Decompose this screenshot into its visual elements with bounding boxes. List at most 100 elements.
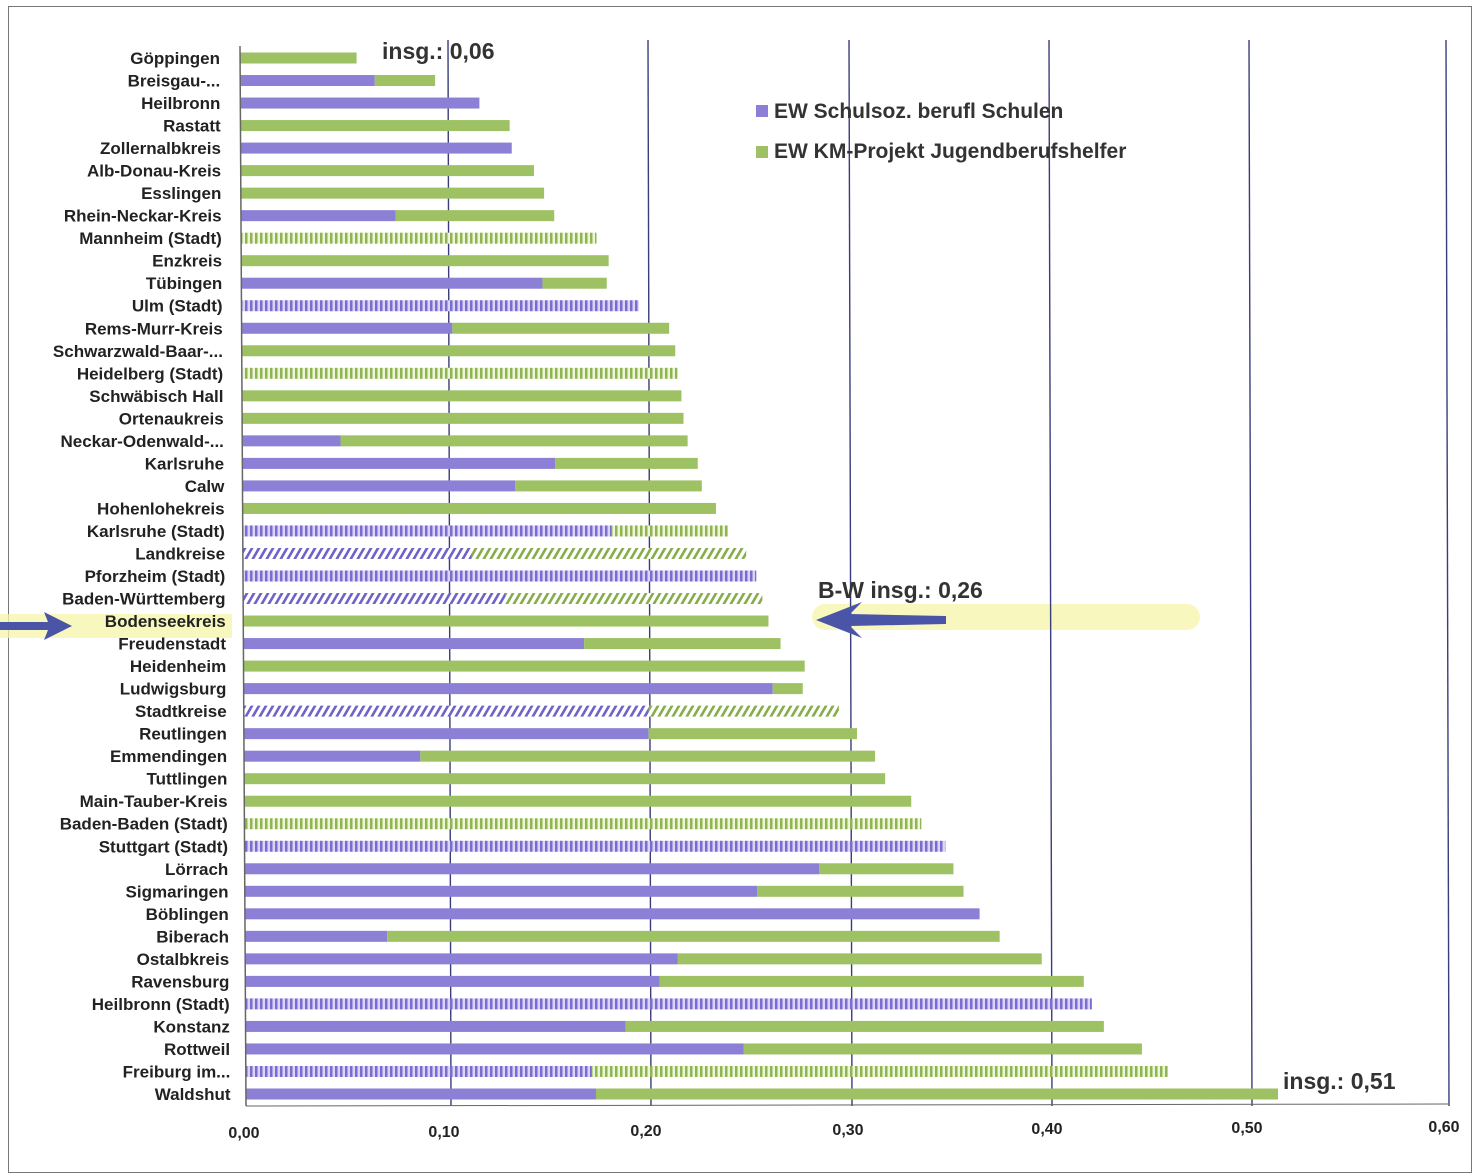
bar-schulsoz	[240, 142, 512, 154]
category-label: Rems-Murr-Kreis	[85, 319, 223, 338]
bar-km-projekt	[420, 750, 876, 762]
category-label: Ortenaukreis	[119, 409, 224, 428]
legend: EW Schulsoz. berufl Schulen EW KM-Projek…	[756, 100, 1126, 163]
bar-schulsoz	[240, 210, 396, 222]
bar-km-projekt	[241, 367, 678, 379]
bar-km-projekt	[471, 547, 747, 559]
bar-km-projekt	[240, 165, 534, 177]
category-label: Baden-Württemberg	[62, 590, 225, 609]
category-label: Baden-Baden (Stadt)	[60, 815, 228, 834]
annotation-top: insg.: 0,06	[382, 38, 494, 64]
category-labels: Göppingen Breisgau-... Heilbronn Rastatt Zol…	[53, 49, 231, 1104]
category-label: Rhein-Neckar-Kreis	[64, 207, 222, 226]
bar-km-projekt	[772, 683, 803, 695]
bar-schulsoz	[242, 435, 341, 447]
category-label: Schwarzwald-Baar-...	[53, 342, 223, 361]
bar-schulsoz	[245, 1065, 592, 1077]
bar-km-projekt	[542, 277, 607, 289]
bar-km-projekt	[505, 593, 763, 605]
category-label: Hohenlohekreis	[97, 499, 225, 518]
bar-schulsoz	[245, 953, 678, 965]
category-label: Heilbronn	[141, 94, 220, 113]
bar-km-projekt	[625, 1020, 1104, 1032]
category-label: Heidenheim	[130, 657, 226, 676]
bar-km-projekt	[244, 818, 922, 830]
bar-km-projekt	[757, 885, 964, 897]
bar-km-projekt	[387, 930, 1000, 942]
category-label: Zollernalbkreis	[100, 139, 221, 158]
gridline-4	[1048, 39, 1053, 1107]
category-label: Rottweil	[164, 1040, 230, 1059]
category-label: Stadtkreise	[135, 702, 227, 721]
bar-km-projekt	[584, 638, 781, 650]
bar-schulsoz	[243, 593, 506, 605]
category-label: Breisgau-...	[128, 72, 221, 91]
category-label: Landkreise	[135, 544, 225, 563]
bar-km-projekt	[240, 52, 357, 64]
bar-km-projekt	[340, 435, 688, 447]
bar-km-projekt	[677, 953, 1042, 965]
bar-km-projekt	[611, 525, 729, 537]
bar-km-projekt	[241, 255, 609, 267]
bar-schulsoz	[242, 525, 612, 537]
category-label: Lörrach	[165, 860, 228, 879]
y-axis-line	[239, 45, 247, 1107]
x-tick-label: 0,10	[428, 1124, 459, 1141]
bar-km-projekt	[242, 502, 716, 514]
bar-km-projekt	[241, 345, 676, 357]
bar-schulsoz	[241, 277, 543, 289]
bar-schulsoz	[244, 908, 980, 920]
bar-km-projekt	[743, 1043, 1142, 1055]
category-label: Tuttlingen	[146, 770, 227, 789]
category-label: Karlsruhe	[145, 454, 224, 473]
bar-km-projekt	[395, 210, 555, 222]
category-label: Böblingen	[146, 905, 229, 924]
bar-schulsoz	[240, 75, 375, 87]
legend-swatch-schulsoz	[756, 105, 768, 117]
category-label: Tübingen	[146, 274, 222, 293]
x-tick-label: 0,30	[832, 1122, 863, 1139]
bar-schulsoz	[243, 705, 649, 717]
annotation-bw: B-W insg.: 0,26	[818, 577, 983, 603]
category-label: Biberach	[156, 927, 229, 946]
bar-km-projekt	[243, 660, 805, 672]
bar-schulsoz	[243, 638, 585, 650]
x-tick-label: 0,60	[1428, 1119, 1459, 1136]
category-label: Karlsruhe (Stadt)	[87, 522, 225, 541]
bar-km-projekt	[242, 412, 684, 424]
category-label: Mannheim (Stadt)	[79, 229, 222, 248]
bar-schulsoz	[242, 480, 516, 492]
bar-schulsoz	[242, 547, 472, 559]
category-label: Freiburg im...	[123, 1062, 231, 1081]
bar-km-projekt	[374, 75, 436, 87]
bar-schulsoz	[243, 570, 757, 582]
bar-schulsoz	[241, 322, 453, 334]
category-label: Main-Tauber-Kreis	[80, 792, 228, 811]
bar-schulsoz	[241, 300, 639, 312]
bar-schulsoz	[245, 998, 1092, 1010]
category-label: Heidelberg (Stadt)	[77, 364, 223, 383]
bar-km-projekt	[515, 480, 702, 492]
category-label: Schwäbisch Hall	[89, 387, 223, 406]
bar-schulsoz	[244, 863, 820, 875]
category-label: Pforzheim (Stadt)	[85, 567, 226, 586]
bar-schulsoz	[244, 750, 421, 762]
bar-schulsoz	[244, 885, 758, 897]
category-label: Göppingen	[130, 49, 220, 68]
x-tick-labels: 0,00 0,10 0,20 0,30 0,40 0,50 0,60	[228, 1119, 1459, 1142]
bar-schulsoz	[245, 975, 660, 987]
category-label: Emmendingen	[110, 747, 227, 766]
x-tick-label: 0,40	[1031, 1121, 1062, 1138]
x-axis-line	[245, 1103, 1449, 1107]
category-label: Enzkreis	[152, 252, 222, 271]
legend-swatch-km-projekt	[756, 146, 768, 158]
category-label: Stuttgart (Stadt)	[99, 837, 228, 856]
bar-km-projekt	[596, 1088, 1278, 1100]
bar-km-projekt	[555, 457, 698, 469]
bar-km-projekt	[240, 120, 510, 132]
bar-schulsoz	[245, 1043, 744, 1055]
bar-schulsoz	[243, 728, 649, 740]
category-label: Waldshut	[155, 1085, 231, 1104]
bar-schulsoz	[240, 97, 480, 109]
category-label: Bodenseekreis	[105, 612, 226, 631]
